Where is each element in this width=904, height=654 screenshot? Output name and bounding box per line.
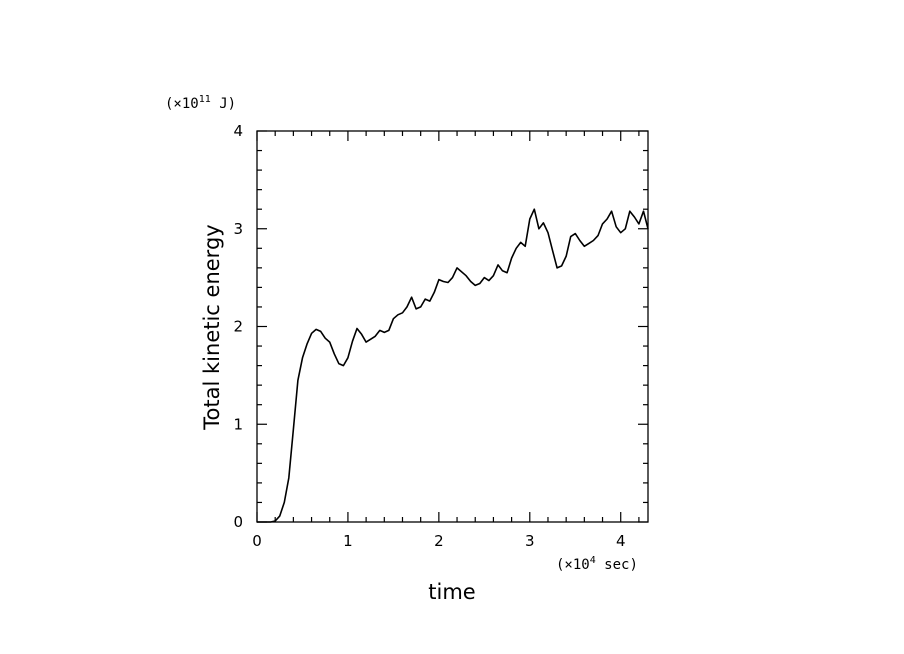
x-tick-label: 2 (434, 532, 444, 550)
x-tick-label: 1 (343, 532, 353, 550)
y-tick-label: 0 (233, 513, 243, 531)
minor-ticks (257, 131, 648, 522)
y-tick-label: 4 (233, 122, 243, 140)
major-ticks (256, 130, 648, 523)
x-tick-label: 0 (252, 532, 262, 550)
series-line (257, 208, 649, 523)
tick-labels: 0 1 2 3 4 0 1 2 3 4 (233, 122, 625, 550)
plot-frame (256, 130, 649, 523)
x-tick-label: 3 (525, 532, 535, 550)
x-axis-title: time (428, 580, 475, 604)
x-tick-label: 4 (616, 532, 626, 550)
y-tick-label: 3 (233, 220, 243, 238)
y-unit-label: (×1011 J) (165, 94, 236, 112)
y-tick-label: 2 (233, 318, 243, 336)
y-axis-title: Total kinetic energy (200, 224, 224, 430)
x-unit-label: (×104 sec) (556, 555, 638, 573)
y-tick-label: 1 (233, 415, 243, 433)
